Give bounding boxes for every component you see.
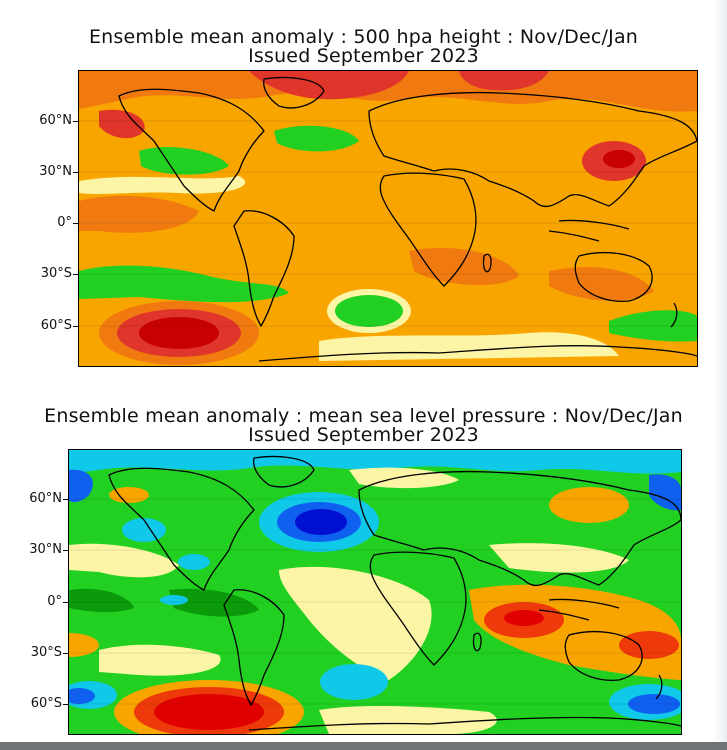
axis-tick — [73, 223, 78, 224]
anomaly-field-warm — [109, 487, 149, 503]
anomaly-field-blue — [69, 469, 93, 503]
indonesia-outline — [538, 598, 620, 621]
coastlines — [118, 76, 697, 362]
europe-asia-outline — [358, 470, 681, 587]
lat-label-60s: 60°S — [40, 318, 72, 333]
anomaly-field-warm — [549, 267, 654, 301]
madagascar-outline — [482, 253, 492, 273]
anomaly-field-warm — [409, 247, 519, 286]
anomaly-map-500hpa — [78, 70, 698, 367]
anomaly-field-cool — [139, 146, 229, 175]
lat-label-30n: 30°N — [29, 542, 62, 557]
anomaly-field-hot — [459, 71, 549, 91]
anomaly-field-neutral — [319, 332, 619, 361]
anomaly-field-cool — [335, 295, 403, 327]
africa-outline — [379, 172, 477, 287]
coastlines — [108, 455, 681, 731]
anomaly-field-blue — [628, 694, 680, 714]
greenland-outline — [253, 455, 315, 488]
anomaly-field-neutral — [489, 543, 629, 573]
north-america-outline — [108, 467, 255, 591]
lat-label-30n: 30°N — [39, 164, 72, 179]
anomaly-field-neutral — [69, 543, 179, 578]
anomaly-field-cool — [274, 125, 359, 152]
axis-tick — [63, 499, 68, 500]
lat-label-equator: 0° — [47, 594, 62, 609]
anomaly-field-warm — [79, 195, 199, 233]
anomaly-field-warm — [549, 487, 629, 523]
europe-asia-outline — [368, 91, 697, 208]
graticule — [69, 498, 681, 705]
antarctica-outline — [258, 345, 697, 362]
anomaly-field-hot — [99, 109, 145, 139]
panel-mslp: Ensemble mean anomaly : mean sea level p… — [0, 380, 727, 742]
lat-label-60n: 60°N — [39, 113, 72, 128]
south-america-outline — [223, 589, 285, 706]
anomaly-field-neutral — [99, 644, 221, 676]
map-title-line2: Issued September 2023 — [248, 424, 479, 446]
anomaly-field-neutral — [319, 706, 497, 734]
australia-outline — [564, 630, 643, 681]
graticule — [79, 120, 697, 327]
anomaly-field-cyan — [122, 518, 166, 542]
antarctica-outline — [248, 716, 681, 731]
anomaly-map-mslp — [68, 449, 682, 735]
anomaly-field-hot — [619, 631, 679, 659]
axis-tick — [63, 704, 68, 705]
map-title-line2: Issued September 2023 — [248, 45, 479, 67]
page-edge-shade — [713, 0, 727, 742]
madagascar-outline — [472, 632, 482, 652]
anomaly-field-extreme — [603, 150, 635, 168]
panel-500hpa-height: Ensemble mean anomaly : 500 hpa height :… — [39, 26, 698, 367]
lat-label-equator: 0° — [57, 215, 72, 230]
anomaly-field-cyan — [320, 664, 388, 700]
anomaly-field-neutral — [279, 566, 432, 680]
lat-label-60n: 60°N — [29, 491, 62, 506]
anomaly-field-warm — [79, 71, 697, 112]
anomaly-field-dark-blue — [295, 509, 347, 535]
anomaly-field-cool — [79, 265, 289, 303]
anomaly-field-deep-green — [69, 588, 134, 613]
map-title-line1: Ensemble mean anomaly : mean sea level p… — [44, 405, 683, 427]
africa-outline — [369, 551, 467, 666]
anomaly-field-blue — [649, 474, 681, 511]
new-zealand-outline — [670, 302, 678, 328]
new-zealand-outline — [655, 674, 663, 700]
north-america-outline — [118, 88, 265, 212]
greenland-outline — [263, 76, 325, 109]
axis-tick — [73, 172, 78, 173]
axis-tick — [63, 550, 68, 551]
anomaly-field-extreme — [154, 694, 264, 730]
indonesia-outline — [548, 219, 630, 242]
anomaly-field-warm — [69, 633, 99, 657]
lat-label-30s: 30°S — [30, 645, 62, 660]
page-bottom-bar — [0, 742, 727, 750]
anomaly-field-extreme — [504, 610, 544, 626]
map-title-line1: Ensemble mean anomaly : 500 hpa height :… — [88, 26, 639, 48]
anomaly-field-deep-green — [169, 588, 259, 617]
anomaly-field-cool — [609, 310, 697, 342]
anomaly-field-blue — [69, 688, 95, 704]
anomaly-field-cyan — [178, 554, 210, 570]
anomaly-field-extreme — [139, 317, 219, 349]
anomaly-field-neutral — [79, 176, 246, 194]
axis-tick — [73, 326, 78, 327]
axis-tick — [63, 602, 68, 603]
axis-tick — [73, 274, 78, 275]
lat-label-30s: 30°S — [40, 266, 72, 281]
axis-tick — [63, 653, 68, 654]
south-america-outline — [233, 210, 295, 327]
anomaly-field-cyan — [69, 450, 681, 474]
anomaly-field-cyan — [160, 595, 188, 605]
australia-outline — [574, 251, 653, 302]
lat-label-60s: 60°S — [30, 696, 62, 711]
axis-tick — [73, 121, 78, 122]
